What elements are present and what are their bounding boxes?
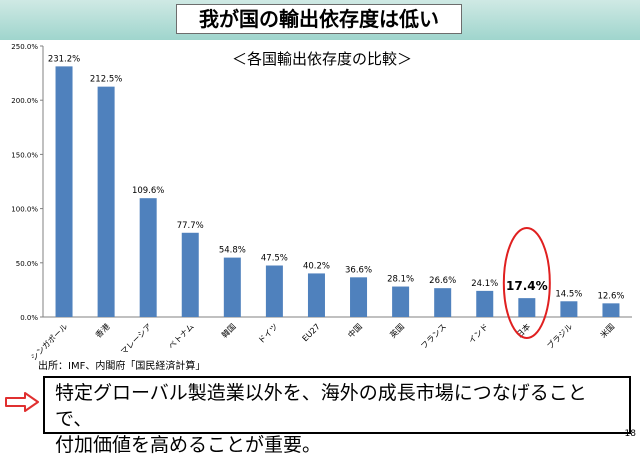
- key-message: 特定グローバル製造業以外を、海外の成長市場につなげることで、 付加価値を高めるこ…: [43, 376, 631, 456]
- slide-title: 我が国の輸出依存度は低い: [176, 4, 462, 34]
- arrow-right-icon: [5, 392, 39, 412]
- bar: [560, 301, 578, 317]
- y-tick-label: 250.0%: [11, 43, 38, 51]
- bar-chart: 0.0% 50.0% 100.0% 150.0% 200.0% 250.0% 231.2%…: [11, 43, 632, 362]
- bar: [55, 66, 73, 317]
- value-label: 17.4%: [506, 279, 548, 293]
- value-label: 12.6%: [597, 291, 624, 301]
- bar: [139, 198, 157, 317]
- category-label: 香港: [93, 321, 111, 339]
- value-label: 212.5%: [90, 75, 122, 85]
- category-label: ベトナム: [167, 322, 196, 351]
- category-label: 中国: [346, 321, 364, 339]
- category-label: 韓国: [219, 321, 237, 339]
- bar: [265, 265, 283, 317]
- bar: [602, 303, 620, 317]
- category-label: フランス: [419, 322, 448, 351]
- key-message-line-1: 特定グローバル製造業以外を、海外の成長市場につなげることで、: [55, 382, 587, 430]
- key-message-line-2: 付加価値を高めることが重要。: [55, 434, 322, 456]
- value-label: 40.2%: [303, 261, 330, 271]
- bar: [434, 288, 452, 317]
- value-label: 26.6%: [429, 276, 456, 286]
- bar: [307, 273, 325, 317]
- value-label: 109.6%: [132, 186, 164, 196]
- category-label: EU27: [301, 322, 322, 343]
- bar: [350, 277, 368, 317]
- bar: [223, 257, 241, 317]
- y-tick-label: 200.0%: [11, 97, 38, 105]
- value-label: 77.7%: [177, 221, 204, 231]
- bar: [97, 86, 115, 318]
- chart-title: ＜各国輸出依存度の比較＞: [231, 50, 412, 68]
- y-tick-label: 150.0%: [11, 151, 38, 159]
- value-label: 14.5%: [555, 289, 582, 299]
- category-label: ブラジル: [545, 321, 575, 351]
- bars: [55, 66, 620, 318]
- y-tick-label: 100.0%: [11, 206, 38, 214]
- value-label: 36.6%: [345, 265, 372, 275]
- highlight-ellipse: [502, 227, 551, 339]
- value-label: 28.1%: [387, 275, 414, 285]
- category-label: インド: [467, 322, 490, 345]
- highlight: [502, 227, 551, 339]
- bar: [181, 232, 199, 317]
- bar: [392, 286, 410, 317]
- y-tick-label: 50.0%: [16, 260, 39, 268]
- value-label: 54.8%: [219, 246, 246, 256]
- category-label: マレーシア: [119, 322, 154, 357]
- value-label: 231.2%: [48, 54, 80, 64]
- page-number: 18: [624, 429, 636, 439]
- value-label: 47.5%: [261, 254, 288, 264]
- bar: [518, 298, 536, 317]
- value-label: 24.1%: [471, 279, 498, 289]
- y-tick-label: 0.0%: [20, 314, 38, 322]
- bar: [476, 290, 494, 317]
- category-label: ドイツ: [256, 322, 279, 345]
- value-labels: 231.2% 212.5% 109.6% 77.7% 54.8% 47.5% 40.2% 36…: [48, 54, 625, 301]
- category-label: 米国: [598, 321, 616, 339]
- category-label: 英国: [388, 321, 406, 339]
- source-note: 出所：IMF、内閣府「国民経済計算」: [38, 361, 206, 372]
